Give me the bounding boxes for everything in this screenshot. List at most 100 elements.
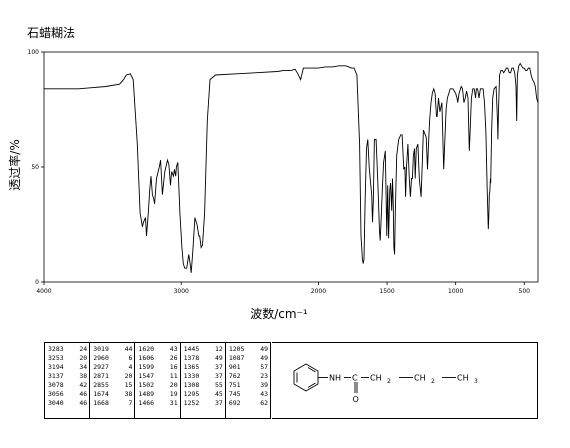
ch2-label-2: CH bbox=[414, 374, 426, 383]
x-tick-label: 2000 bbox=[311, 288, 326, 295]
x-tick-label: 500 bbox=[519, 288, 531, 295]
method-label: 石蜡糊法 bbox=[27, 26, 76, 40]
x-tick-label: 1000 bbox=[448, 288, 463, 295]
peak-row: 3137 38 bbox=[48, 372, 88, 381]
peak-wavenumber: 1466 bbox=[138, 399, 155, 407]
peak-row: 762 23 bbox=[229, 372, 269, 381]
peak-wavenumber: 1365 bbox=[183, 363, 200, 371]
peak-row: 1252 37 bbox=[184, 399, 224, 408]
x-tick-label: 3000 bbox=[174, 288, 189, 295]
ch3-subscript: 3 bbox=[474, 378, 478, 385]
peak-row: 1674 38 bbox=[93, 390, 133, 399]
x-axis-ticks: 4000 3000 2000 1500 1000 500 bbox=[36, 282, 530, 295]
peak-wavenumber: 1668 bbox=[93, 399, 109, 407]
peak-wavenumber: 1252 bbox=[183, 399, 200, 407]
peak-transmittance: 49 bbox=[260, 354, 269, 362]
peak-wavenumber: 901 bbox=[228, 363, 241, 371]
y-axis-label: 透过率/% bbox=[7, 139, 22, 190]
peak-wavenumber: 1599 bbox=[138, 363, 155, 371]
peak-wavenumber: 3078 bbox=[48, 381, 64, 389]
x-axis-label: 波数/cm⁻¹ bbox=[250, 306, 308, 321]
peak-transmittance: 62 bbox=[260, 399, 269, 407]
peak-transmittance: 16 bbox=[169, 363, 178, 371]
peak-wavenumber: 3137 bbox=[48, 372, 64, 380]
peak-column: 3019 44 2960 6 2927 4 2871 20 2855 15 1674 38 1668 7 bbox=[90, 343, 136, 418]
peak-wavenumber: 1547 bbox=[138, 372, 155, 380]
peak-transmittance: 38 bbox=[79, 372, 88, 380]
peak-transmittance: 37 bbox=[214, 399, 223, 407]
peak-table: 3283 24 3253 20 3194 34 3137 38 3078 42 3056 46 3040… bbox=[44, 342, 271, 419]
peak-row: 1365 37 bbox=[184, 363, 224, 372]
peak-column: 3283 24 3253 20 3194 34 3137 38 3078 42 3056 46 3040… bbox=[45, 343, 91, 418]
peak-row: 1205 49 bbox=[229, 345, 269, 354]
peak-row: 1620 43 bbox=[138, 345, 178, 354]
peak-row: 1502 20 bbox=[138, 381, 178, 390]
peak-row: 1295 45 bbox=[184, 390, 224, 399]
y-tick-label: 50 bbox=[31, 164, 39, 171]
peak-transmittance: 24 bbox=[79, 345, 88, 353]
x-tick-label: 4000 bbox=[36, 288, 51, 295]
peak-row: 1445 12 bbox=[184, 345, 224, 354]
peak-wavenumber: 2871 bbox=[93, 372, 109, 380]
molecular-structure: NH C CH 2 CH 2 CH 3 O bbox=[293, 363, 478, 404]
peak-wavenumber: 3019 bbox=[93, 345, 109, 353]
peak-row: 3056 46 bbox=[48, 390, 88, 399]
peak-transmittance: 6 bbox=[128, 354, 133, 362]
y-axis-ticks: 100 50 0 bbox=[28, 49, 44, 286]
peak-row: 2871 20 bbox=[93, 372, 133, 381]
peak-row: 1606 26 bbox=[138, 354, 178, 363]
peak-wavenumber: 1502 bbox=[138, 381, 155, 389]
ir-spectrum-chart: 4000 3000 2000 1500 1000 500 100 500 波数/cm⁻¹ 透… bbox=[7, 49, 539, 321]
peak-transmittance: 39 bbox=[260, 381, 269, 389]
peak-row: 745 43 bbox=[229, 390, 269, 399]
peak-row: 2960 6 bbox=[93, 354, 133, 363]
peak-transmittance: 20 bbox=[79, 354, 88, 362]
peak-wavenumber: 3253 bbox=[48, 354, 64, 362]
peak-wavenumber: 745 bbox=[228, 390, 241, 398]
peak-transmittance: 23 bbox=[260, 372, 269, 380]
oxygen-label: O bbox=[353, 395, 359, 404]
structure-panel: NH C CH 2 CH 2 CH 3 O bbox=[272, 342, 538, 419]
peak-wavenumber: 3056 bbox=[48, 390, 64, 398]
peak-column: 1620 43 1606 26 1599 16 1547 11 1502 20 1489 19 1466… bbox=[135, 343, 181, 418]
peak-transmittance: 46 bbox=[79, 390, 88, 398]
peak-wavenumber: 2927 bbox=[93, 363, 109, 371]
spectrum-line bbox=[44, 62, 539, 273]
peak-wavenumber: 1205 bbox=[228, 345, 245, 353]
peak-row: 1087 49 bbox=[229, 354, 269, 363]
ch2-subscript-2: 2 bbox=[431, 378, 435, 385]
peak-transmittance: 31 bbox=[169, 399, 178, 407]
peak-row: 1330 37 bbox=[184, 372, 224, 381]
peak-row: 901 57 bbox=[229, 363, 269, 372]
nh-label: NH bbox=[329, 374, 341, 383]
peak-transmittance: 38 bbox=[124, 390, 133, 398]
plot-border bbox=[43, 51, 539, 283]
peak-row: 1668 7 bbox=[93, 399, 133, 408]
peak-row: 2927 4 bbox=[93, 363, 133, 372]
peak-row: 1378 49 bbox=[184, 354, 224, 363]
x-tick-label: 1500 bbox=[379, 288, 394, 295]
peak-transmittance: 44 bbox=[124, 345, 133, 353]
peak-row: 2855 15 bbox=[93, 381, 133, 390]
ch2-subscript-1: 2 bbox=[387, 378, 391, 385]
peak-column: 1445 12 1378 49 1365 37 1330 37 1308 55 1295 45 1252… bbox=[181, 343, 226, 418]
peak-row: 1489 19 bbox=[138, 390, 178, 399]
peak-wavenumber: 762 bbox=[228, 372, 241, 380]
peak-transmittance: 37 bbox=[214, 363, 223, 371]
peak-transmittance: 20 bbox=[169, 381, 178, 389]
peak-row: 3194 34 bbox=[48, 363, 88, 372]
plot-frame bbox=[43, 51, 539, 283]
peak-transmittance: 26 bbox=[169, 354, 178, 362]
peak-row: 3078 42 bbox=[48, 381, 88, 390]
peak-wavenumber: 1087 bbox=[228, 354, 245, 362]
peak-wavenumber: 2960 bbox=[93, 354, 109, 362]
peak-row: 1466 31 bbox=[138, 399, 178, 408]
benzene-ring-icon bbox=[293, 363, 456, 393]
peak-transmittance: 49 bbox=[214, 354, 223, 362]
ch2-label-1: CH bbox=[370, 374, 382, 383]
peak-wavenumber: 1295 bbox=[183, 390, 200, 398]
peak-row: 1547 11 bbox=[138, 372, 178, 381]
peak-wavenumber: 751 bbox=[228, 381, 241, 389]
peak-wavenumber: 3194 bbox=[48, 363, 64, 371]
y-tick-label: 100 bbox=[28, 49, 40, 56]
